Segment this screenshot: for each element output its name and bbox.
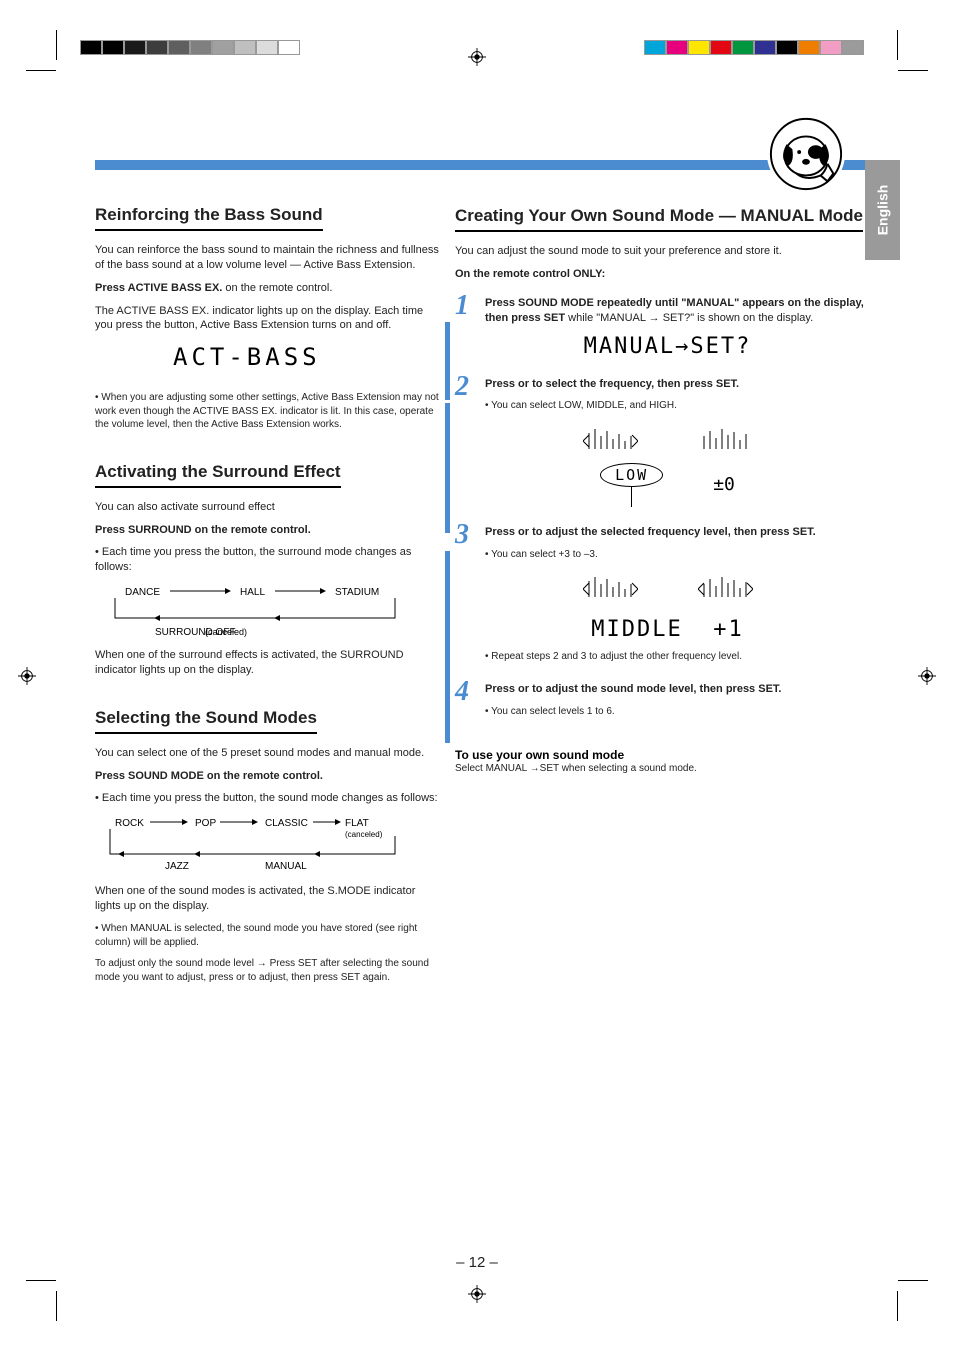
paragraph: When one of the sound modes is activated… <box>95 884 440 914</box>
section-surround: Activating the Surround Effect You can a… <box>95 462 440 678</box>
step-text: Press SOUND MODE repeatedly until "MANUA… <box>485 296 880 326</box>
cycle-diagram: ROCK POP CLASSIC FLAT (canceled) MANUAL … <box>95 814 440 884</box>
crop-mark <box>898 1280 928 1281</box>
spectrum-labels: LOW ±0 <box>455 463 880 507</box>
step-text: Press or to adjust the sound mode level,… <box>485 682 880 697</box>
svg-text:STADIUM: STADIUM <box>335 587 379 598</box>
sub-heading: To use your own sound mode <box>455 748 880 762</box>
spectrum-icon <box>698 569 753 609</box>
section-sound-modes: Selecting the Sound Modes You can select… <box>95 708 440 984</box>
registration-mark-icon <box>918 667 936 685</box>
greyscale-bar <box>80 40 300 55</box>
content-area: English Reinforcing the Bass Sound You c… <box>95 120 855 1240</box>
crop-mark <box>26 70 56 71</box>
svg-text:MANUAL: MANUAL <box>265 861 307 872</box>
svg-text:ROCK: ROCK <box>115 818 144 829</box>
registration-mark-icon <box>468 1285 486 1303</box>
section-title: Activating the Surround Effect <box>95 462 341 488</box>
svg-text:(canceled): (canceled) <box>345 830 383 839</box>
print-marks <box>0 40 954 70</box>
svg-text:HALL: HALL <box>240 587 265 598</box>
paragraph: When one of the surround effects is acti… <box>95 648 440 678</box>
spectrum-display <box>455 569 880 609</box>
spectrum-icon <box>583 569 638 609</box>
spectrum-icon <box>698 421 753 461</box>
paragraph: Press ACTIVE BASS EX. on the remote cont… <box>95 281 440 296</box>
step-number: 1 <box>455 290 469 321</box>
step-number: 4 <box>455 676 469 707</box>
section-title: Reinforcing the Bass Sound <box>95 205 323 231</box>
step-note: • You can select LOW, MIDDLE, and HIGH. <box>485 399 880 413</box>
paragraph: You can select one of the 5 preset sound… <box>95 746 440 761</box>
crop-mark <box>897 1291 898 1321</box>
step-1: 1 Press SOUND MODE repeatedly until "MAN… <box>455 290 880 359</box>
step-number: 3 <box>455 519 469 550</box>
paragraph: • Each time you press the button, the so… <box>95 791 440 806</box>
page: English Reinforcing the Bass Sound You c… <box>0 0 954 1351</box>
display-readout: MIDDLE +1 <box>455 617 880 642</box>
step-4: 4 Press or to adjust the sound mode leve… <box>455 676 880 718</box>
paragraph: You can also activate surround effect <box>95 500 440 515</box>
svg-text:ACT-BASS: ACT-BASS <box>173 343 321 371</box>
cycle-diagram: DANCE HALL STADIUM (canceled) SURROUND O… <box>95 583 440 648</box>
paragraph: You can adjust the sound mode to suit yo… <box>455 244 880 259</box>
svg-text:JAZZ: JAZZ <box>165 861 189 872</box>
paragraph: • When you are adjusting some other sett… <box>95 391 440 432</box>
svg-text:POP: POP <box>195 818 216 829</box>
paragraph: The ACTIVE BASS EX. indicator lights up … <box>95 304 440 334</box>
step-text: Press or to adjust the selected frequenc… <box>485 525 880 540</box>
freq-oval: LOW <box>600 463 663 487</box>
step-note: • You can select levels 1 to 6. <box>485 705 880 719</box>
crop-mark <box>898 70 928 71</box>
step-number: 2 <box>455 371 469 402</box>
dog-logo-icon <box>767 115 845 193</box>
step-2: 2 Press or to select the frequency, then… <box>455 371 880 507</box>
step-3: 3 Press or to adjust the selected freque… <box>455 519 880 664</box>
page-number: – 12 – <box>456 1254 498 1271</box>
left-column: Reinforcing the Bass Sound You can reinf… <box>95 205 440 1014</box>
color-bar <box>644 40 864 55</box>
section-title: Selecting the Sound Modes <box>95 708 317 734</box>
paragraph: Select MANUAL →SET when selecting a soun… <box>455 762 880 776</box>
paragraph: • Each time you press the button, the su… <box>95 545 440 575</box>
paragraph: Press SURROUND on the remote control. <box>95 523 440 538</box>
section-title: Creating Your Own Sound Mode — MANUAL Mo… <box>455 205 863 232</box>
spectrum-display <box>455 421 880 461</box>
step-note: • Repeat steps 2 and 3 to adjust the oth… <box>485 650 880 664</box>
header-band <box>95 160 855 170</box>
svg-text:SURROUND OFF: SURROUND OFF <box>155 627 236 638</box>
freq-value: ±0 <box>713 474 735 495</box>
step-note: • You can select +3 to –3. <box>485 548 880 562</box>
registration-mark-icon <box>18 667 36 685</box>
svg-text:CLASSIC: CLASSIC <box>265 818 308 829</box>
section-bass: Reinforcing the Bass Sound You can reinf… <box>95 205 440 432</box>
svg-text:FLAT: FLAT <box>345 818 369 829</box>
svg-text:DANCE: DANCE <box>125 587 160 598</box>
right-column: Creating Your Own Sound Mode — MANUAL Mo… <box>455 205 880 784</box>
display-readout: MANUAL→SET? <box>455 334 880 359</box>
paragraph: You can reinforce the bass sound to main… <box>95 243 440 273</box>
crop-mark <box>56 1291 57 1321</box>
paragraph: On the remote control ONLY: <box>455 267 880 282</box>
display-readout: ACT-BASS <box>95 343 440 373</box>
crop-mark <box>26 1280 56 1281</box>
paragraph: To adjust only the sound mode level → Pr… <box>95 957 440 984</box>
step-text: Press or to select the frequency, then p… <box>485 377 880 392</box>
pointer-line <box>631 487 632 507</box>
spectrum-icon <box>583 421 638 461</box>
paragraph: • When MANUAL is selected, the sound mod… <box>95 922 440 949</box>
paragraph: Press SOUND MODE on the remote control. <box>95 769 440 784</box>
